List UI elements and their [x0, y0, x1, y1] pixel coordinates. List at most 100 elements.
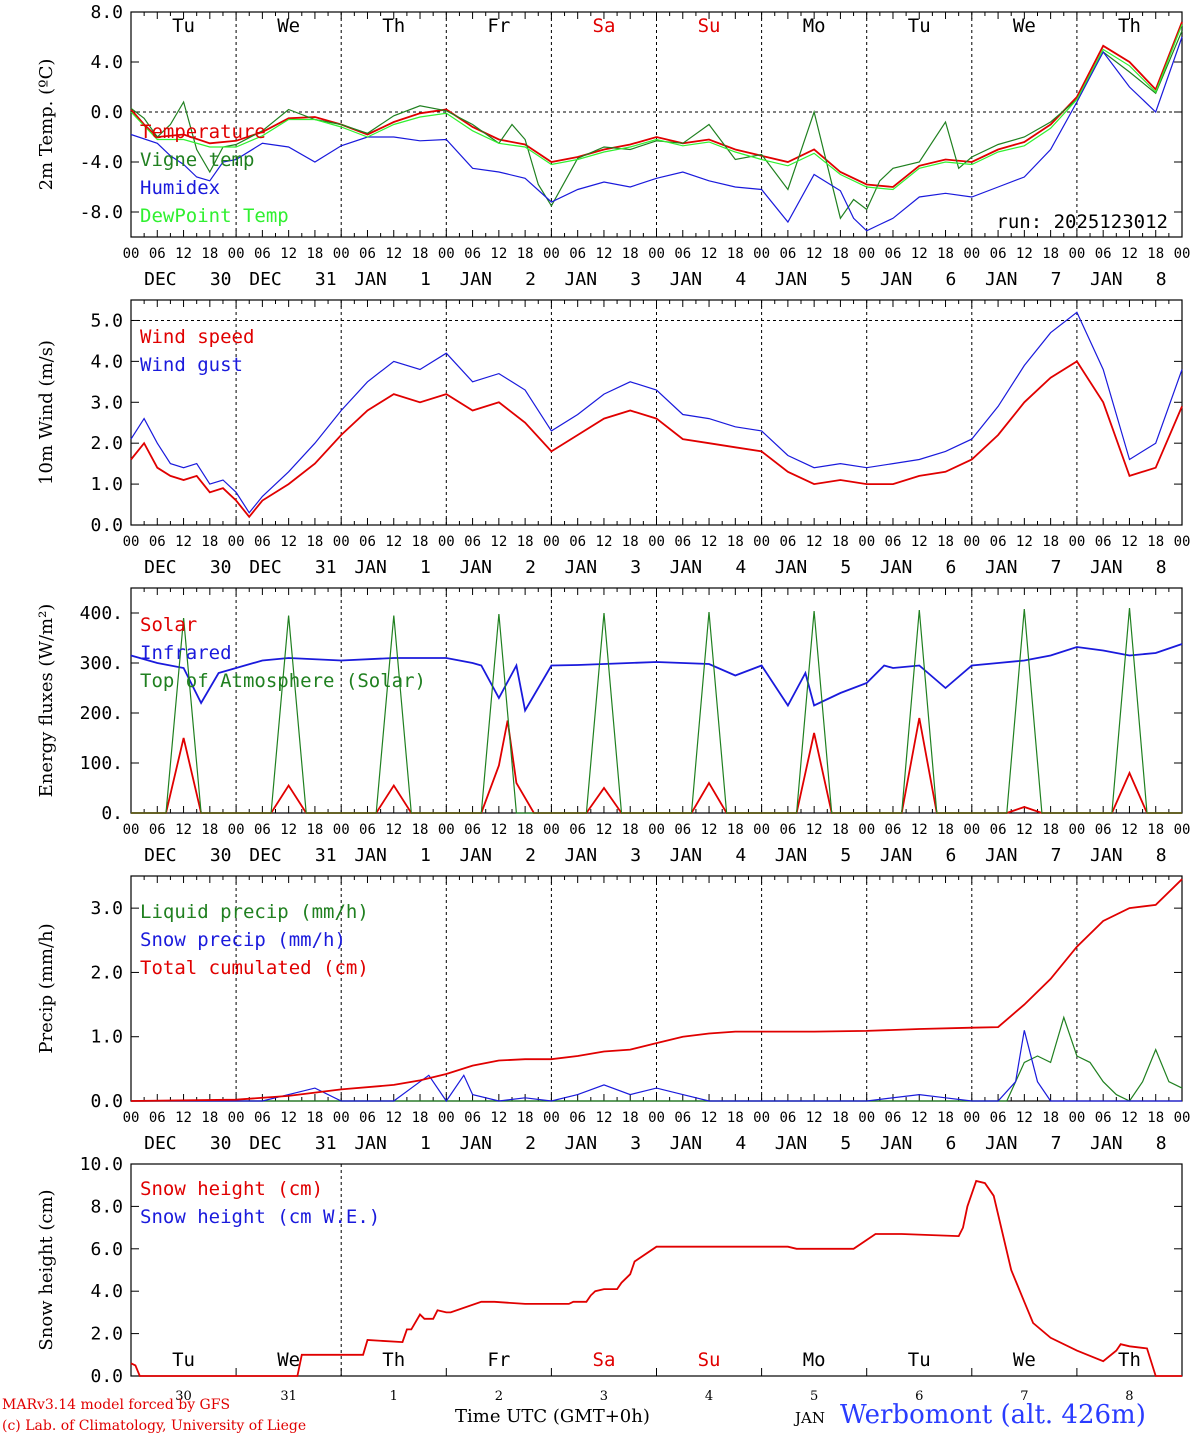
precip-ytick-label: 2.0 [90, 962, 123, 983]
wind-legend-wind-gust: Wind gust [140, 354, 243, 376]
precip-hour-label: 00 [543, 1110, 560, 1126]
temp-date-month: DEC [144, 269, 177, 290]
wind-hour-label: 00 [123, 534, 140, 550]
energy-hour-label: 00 [438, 822, 455, 838]
wind-hour-label: 18 [517, 534, 534, 550]
energy-hour-label: 18 [727, 822, 744, 838]
snow-weekday-label: Su [698, 1349, 721, 1371]
wind-date-day: 5 [840, 557, 851, 578]
wind-hour-label: 18 [727, 534, 744, 550]
precip-series-liquid-precip-mm-h- [131, 1015, 1183, 1102]
wind-hour-label: 18 [937, 534, 954, 550]
temp-date-month: JAN [670, 269, 703, 290]
energy-ylabel: Energy fluxes (W/m²) [36, 604, 57, 798]
precip-hour-label: 00 [648, 1110, 665, 1126]
energy-date-day: 6 [946, 845, 957, 866]
temp-date-day: 31 [315, 269, 337, 290]
temp-hour-label: 12 [701, 246, 718, 262]
temp-hour-label: 12 [280, 246, 297, 262]
precip-date-month: JAN [775, 1133, 808, 1154]
energy-hour-label: 06 [990, 822, 1007, 838]
snow-weekday-label: Tu [908, 1349, 931, 1371]
temp-hour-label: 18 [1042, 246, 1059, 262]
temp-legend-humidex: Humidex [140, 177, 220, 199]
temp-date-day: 2 [525, 269, 536, 290]
precip-hour-label: 18 [201, 1110, 218, 1126]
energy-hour-label: 00 [858, 822, 875, 838]
wind-hour-label: 12 [490, 534, 507, 550]
temp-date-day: 8 [1156, 269, 1167, 290]
precip-date-month: JAN [459, 1133, 492, 1154]
wind-hour-label: 06 [885, 534, 902, 550]
wind-date-month: JAN [775, 557, 808, 578]
precip-date-day: 2 [525, 1133, 536, 1154]
energy-date-month: JAN [459, 845, 492, 866]
temp-hour-label: 18 [937, 246, 954, 262]
energy-ytick-label: 100. [80, 753, 123, 774]
temp-date-month: JAN [565, 269, 598, 290]
energy-hour-label: 12 [490, 822, 507, 838]
energy-date-day: 4 [735, 845, 746, 866]
precip-series-total-cumulated-cm- [130, 878, 1183, 1102]
precip-ylabel: Precip (mm/h) [36, 923, 57, 1053]
precip-date-day: 6 [946, 1133, 957, 1154]
energy-hour-label: 00 [963, 822, 980, 838]
day-number-label: 1 [390, 1389, 398, 1404]
energy-date-month: JAN [1090, 845, 1123, 866]
wind-hour-label: 12 [1121, 534, 1138, 550]
precip-date-day: 31 [315, 1133, 337, 1154]
precip-hour-label: 06 [990, 1110, 1007, 1126]
energy-date-day: 5 [840, 845, 851, 866]
wind-hour-label: 18 [306, 534, 323, 550]
temp-hour-label: 18 [201, 246, 218, 262]
wind-hour-label: 12 [911, 534, 928, 550]
energy-hour-label: 06 [464, 822, 481, 838]
precip-hour-label: 06 [885, 1110, 902, 1126]
wind-date-day: 8 [1156, 557, 1167, 578]
precip-hour-label: 00 [753, 1110, 770, 1126]
wind-hour-label: 06 [359, 534, 376, 550]
weekday-label: Su [698, 15, 721, 37]
energy-hour-label: 12 [701, 822, 718, 838]
temp-ytick-label: 4.0 [90, 52, 123, 73]
energy-ytick-label: 0. [101, 803, 123, 824]
precip-hour-label: 00 [333, 1110, 350, 1126]
temp-hour-label: 06 [149, 246, 166, 262]
time-axis-label: Time UTC (GMT+0h) [455, 1406, 650, 1427]
temp-ytick-label: -4.0 [80, 152, 123, 173]
wind-hour-label: 00 [543, 534, 560, 550]
wind-date-day: 30 [210, 557, 232, 578]
day-number-label: 8 [1125, 1389, 1133, 1404]
wind-date-month: JAN [565, 557, 598, 578]
energy-date-month: JAN [354, 845, 387, 866]
energy-hour-label: 12 [385, 822, 402, 838]
wind-hour-label: 00 [1174, 534, 1191, 550]
weekday-label: Th [1118, 15, 1141, 37]
energy-date-month: JAN [985, 845, 1018, 866]
precip-date-day: 3 [630, 1133, 641, 1154]
energy-date-day: 1 [420, 845, 431, 866]
precip-date-month: DEC [249, 1133, 282, 1154]
wind-hour-label: 06 [990, 534, 1007, 550]
weekday-label: Sa [593, 15, 616, 37]
precip-hour-label: 18 [1147, 1110, 1164, 1126]
energy-hour-label: 18 [1147, 822, 1164, 838]
temp-legend-vigne-temp: Vigne temp [140, 149, 254, 171]
temp-series-humidex [130, 36, 1183, 232]
wind-series-wind-gust [130, 311, 1183, 514]
temp-hour-label: 12 [596, 246, 613, 262]
precip-date-day: 1 [420, 1133, 431, 1154]
precip-hour-label: 00 [1068, 1110, 1085, 1126]
temp-hour-label: 06 [1095, 246, 1112, 262]
energy-hour-label: 18 [1042, 822, 1059, 838]
snow-weekday-label: We [1013, 1349, 1036, 1371]
weekday-label: Th [382, 15, 405, 37]
temp-date-month: JAN [1090, 269, 1123, 290]
wind-hour-label: 12 [596, 534, 613, 550]
precip-hour-label: 18 [727, 1110, 744, 1126]
energy-hour-label: 12 [911, 822, 928, 838]
energy-hour-label: 12 [806, 822, 823, 838]
temp-hour-label: 06 [359, 246, 376, 262]
precip-hour-label: 12 [490, 1110, 507, 1126]
